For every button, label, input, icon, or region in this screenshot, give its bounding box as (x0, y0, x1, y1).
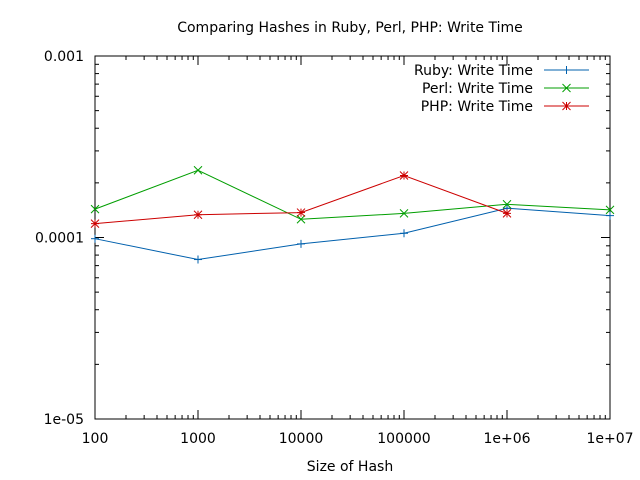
legend-marker (562, 66, 571, 74)
series-line-perl (94, 169, 611, 220)
data-point-php-stroke (502, 209, 512, 218)
data-point-perl-stroke (605, 205, 615, 215)
legend: Ruby: Write Time Perl: Write Time PHP: Wri… (414, 63, 589, 115)
data-point-ruby (297, 239, 305, 248)
data-point-perl-stroke (193, 165, 203, 175)
y-tick-label: 0.0001 (35, 231, 84, 247)
data-point-perl (605, 205, 615, 215)
legend-item-perl: Perl: Write Time (422, 81, 589, 97)
data-point-php-stroke (193, 210, 203, 220)
data-point-perl-stroke (502, 199, 512, 209)
data-point-perl (399, 209, 409, 218)
data-point-php (193, 210, 203, 220)
data-point-php-stroke (90, 219, 100, 229)
x-tick-label: 1000 (180, 431, 216, 447)
chart-title: Comparing Hashes in Ruby, Perl, PHP: Wri… (177, 20, 523, 36)
series-perl (90, 165, 615, 224)
data-point-ruby (400, 229, 408, 238)
legend-label: Ruby: Write Time (414, 63, 533, 79)
x-tick-label: 10000 (279, 431, 324, 447)
legend-item-php: PHP: Write Time (421, 99, 589, 115)
data-point-php (296, 208, 306, 217)
series-layer (90, 165, 615, 264)
legend-marker-stroke (562, 101, 571, 111)
data-point-perl (296, 214, 306, 224)
data-point-perl (90, 204, 100, 214)
data-point-php (399, 171, 409, 180)
data-point-ruby (91, 234, 99, 243)
data-point-ruby (194, 255, 202, 264)
data-point-perl (502, 199, 512, 209)
x-tick-label: 1e+07 (586, 431, 633, 447)
data-point-php-stroke (296, 208, 306, 217)
series-line-ruby (94, 207, 611, 261)
y-tick-label: 0.001 (44, 49, 84, 65)
x-tick-label: 100 (82, 431, 109, 447)
legend-marker-stroke (562, 83, 571, 93)
y-tick-label: 1e-05 (44, 412, 84, 428)
x-tick-label: 1e+06 (483, 431, 530, 447)
x-axis-label: Size of Hash (307, 459, 393, 475)
data-point-perl-stroke (296, 214, 306, 224)
legend-marker (562, 101, 571, 111)
series-ruby (91, 204, 614, 264)
data-point-perl (193, 165, 203, 175)
data-point-php-stroke (399, 171, 409, 180)
data-point-php (502, 209, 512, 218)
data-point-perl-stroke (90, 204, 100, 214)
data-point-perl-stroke (399, 209, 409, 218)
legend-label: PHP: Write Time (421, 99, 533, 115)
legend-label: Perl: Write Time (422, 81, 533, 97)
ticks (94, 55, 611, 420)
series-php (90, 171, 512, 229)
x-tick-label: 100000 (377, 431, 430, 447)
data-point-php (90, 219, 100, 229)
legend-marker (562, 83, 571, 93)
tick-labels: 100 1000 10000 100000 1e+06 1e+07 1e-05 0.0001 0… (35, 49, 634, 447)
data-point-ruby (606, 211, 614, 220)
legend-item-ruby: Ruby: Write Time (414, 63, 589, 79)
